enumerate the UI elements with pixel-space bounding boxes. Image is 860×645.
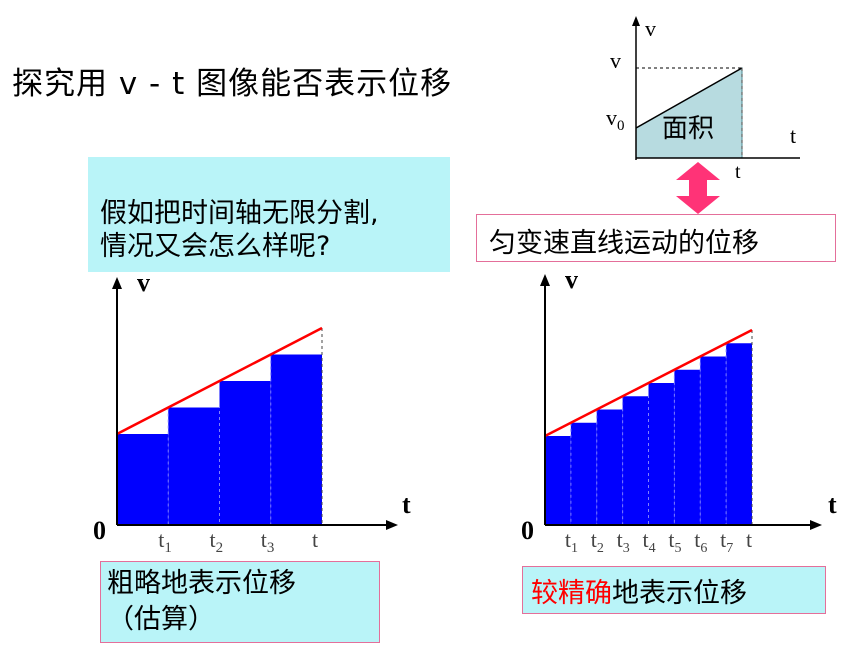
precise-rest-text: 地表示位移 bbox=[612, 578, 747, 609]
time-tick-label: t bbox=[746, 527, 752, 552]
step-bar bbox=[596, 409, 623, 525]
rough-estimate-box: 粗略地表示位移 （估算） bbox=[100, 561, 380, 643]
uniform-motion-label: 匀变速直线运动的位移 bbox=[489, 228, 759, 259]
step-bar bbox=[648, 383, 675, 525]
double-arrow bbox=[676, 162, 720, 214]
step-bar bbox=[674, 369, 701, 525]
small-v-level-label: v bbox=[610, 48, 621, 73]
time-tick-label: t2 bbox=[210, 527, 224, 556]
precise-estimate-label: 较精确地表示位移 bbox=[531, 571, 747, 610]
step-bar bbox=[570, 422, 597, 525]
t-axis-label: t bbox=[402, 490, 411, 519]
small-vt-graph: v v v0 面积 t t bbox=[606, 16, 800, 183]
time-tick-label: t2 bbox=[591, 527, 604, 556]
rough-estimate-label: 粗略地表示位移 （估算） bbox=[107, 568, 296, 635]
small-velocity-line bbox=[635, 67, 743, 129]
right-step-graph: v t 0 t1 t2 t3 t4 t5 t6 t7 t bbox=[521, 265, 837, 556]
small-v-axis-arrow bbox=[632, 16, 640, 26]
page-title: 探究用 v - t 图像能否表示位移 bbox=[12, 66, 453, 102]
step-bar bbox=[219, 381, 271, 525]
small-area-label: 面积 bbox=[662, 114, 714, 144]
step-bar bbox=[168, 407, 220, 525]
t-axis-arrow bbox=[386, 520, 398, 530]
question-box: 假如把时间轴无限分割, 情况又会怎么样呢? bbox=[88, 157, 450, 272]
small-v-axis-label: v bbox=[645, 16, 656, 41]
origin-label: 0 bbox=[521, 516, 534, 545]
time-tick-label: t3 bbox=[261, 527, 275, 556]
time-tick-label: t1 bbox=[158, 527, 172, 556]
t-axis-label: t bbox=[828, 490, 837, 519]
velocity-line bbox=[544, 328, 753, 438]
v-axis-arrow bbox=[540, 274, 550, 286]
t-axis-arrow bbox=[810, 520, 822, 530]
step-bar bbox=[270, 354, 322, 525]
step-bar bbox=[545, 436, 571, 525]
time-tick-label: t4 bbox=[643, 527, 656, 556]
v-axis-arrow bbox=[112, 277, 122, 289]
v-axis-label: v bbox=[137, 268, 150, 297]
small-t-axis-label: t bbox=[790, 123, 796, 148]
velocity-line bbox=[116, 326, 323, 436]
question-text: 假如把时间轴无限分割, 情况又会怎么样呢? bbox=[100, 198, 379, 262]
precise-estimate-box: 较精确地表示位移 bbox=[522, 566, 826, 614]
time-tick-label: t7 bbox=[720, 527, 733, 556]
time-tick-label: t6 bbox=[694, 527, 707, 556]
step-bar bbox=[117, 434, 169, 525]
uniform-motion-label-box: 匀变速直线运动的位移 bbox=[476, 214, 836, 262]
time-tick-label: t1 bbox=[565, 527, 578, 556]
small-area-fill bbox=[635, 67, 743, 159]
left-step-graph: v t 0 t1 t2 t3 t bbox=[93, 268, 411, 556]
time-tick-label: t3 bbox=[617, 527, 630, 556]
precise-highlight-text: 较精确 bbox=[531, 578, 612, 609]
v-axis-label: v bbox=[565, 265, 578, 294]
time-tick-label: t5 bbox=[668, 527, 681, 556]
small-v0-label: v0 bbox=[606, 105, 625, 134]
step-bar bbox=[700, 356, 727, 525]
step-bar bbox=[726, 343, 752, 525]
step-bar bbox=[622, 396, 649, 525]
time-tick-label: t bbox=[312, 527, 318, 552]
origin-label: 0 bbox=[93, 516, 106, 545]
small-t-tick-label: t bbox=[735, 161, 741, 183]
